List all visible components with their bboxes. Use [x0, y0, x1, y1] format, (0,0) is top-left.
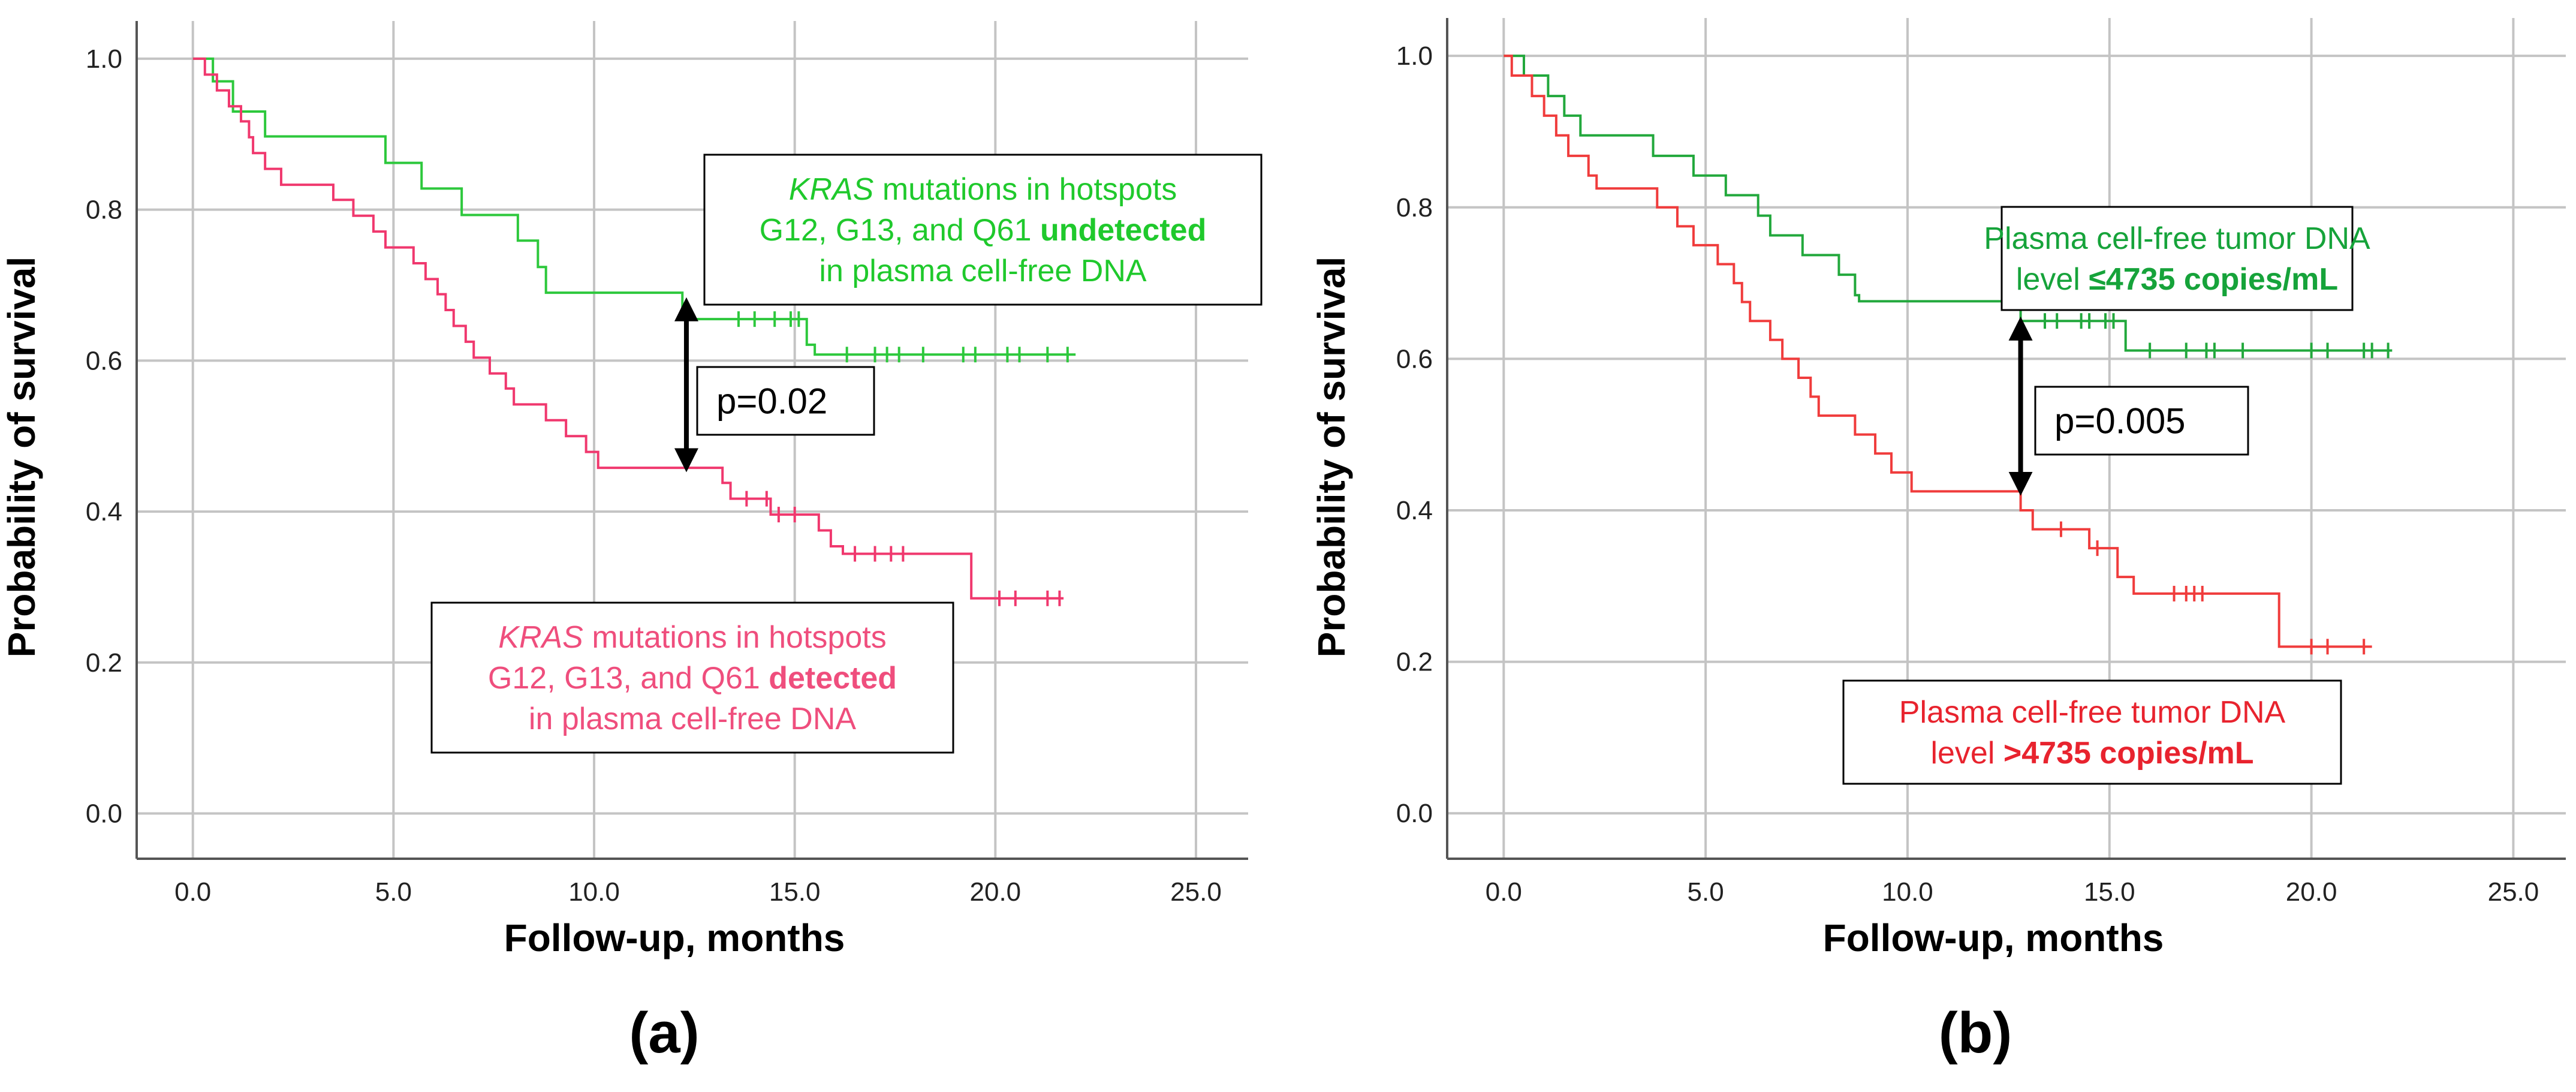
x-tick-label: 10.0 — [1882, 877, 1933, 907]
p-value-frame — [2034, 386, 2249, 456]
chart-panel-b: 0.0 0.2 0.4 0.6 0.8 1.0 0.0 5.0 10.0 15.0 20.0 25.… — [1310, 18, 2566, 1065]
y-tick-label: 0.6 — [1396, 344, 1433, 374]
survival-curves — [1504, 55, 2393, 655]
legend-line: KRAS mutations in hotspots — [498, 620, 886, 655]
x-tick-labels: 0.0 5.0 10.0 15.0 20.0 25.0 — [1486, 877, 2539, 907]
x-tick-label: 20.0 — [2286, 877, 2337, 907]
y-tick-label: 0.0 — [86, 799, 122, 828]
axes — [1446, 18, 2566, 860]
legend-text-segment: KRAS — [789, 172, 874, 207]
p-value: p=0.02 — [716, 381, 827, 422]
chart-panel-a: 0.0 0.2 0.4 0.6 0.8 1.0 0.0 5.0 10.0 15.0 20.0 25.… — [0, 21, 1263, 1065]
legend-text-segment: >4735 copies/mL — [2003, 736, 2254, 771]
legend-box-bottom-text: KRAS mutations in hotspots G12, G13, and … — [488, 620, 897, 736]
panel-label-b: (b) — [1939, 1001, 2012, 1065]
x-tick-label: 25.0 — [2488, 877, 2539, 907]
y-tick-label: 0.8 — [1396, 193, 1433, 222]
y-tick-label: 0.0 — [1396, 799, 1433, 828]
legend-line: in plasma cell-free DNA — [819, 254, 1146, 288]
x-tick-label: 25.0 — [1170, 877, 1222, 907]
x-tick-label: 15.0 — [2084, 877, 2135, 907]
survival-curves — [192, 57, 1076, 606]
x-tick-label: 5.0 — [1688, 877, 1724, 907]
legend-text-segment: level — [1930, 736, 2003, 771]
legend-text-segment: G12, G13, and Q61 — [488, 661, 769, 696]
legend-line: G12, G13, and Q61 detected — [488, 661, 897, 696]
y-tick-label: 1.0 — [86, 44, 122, 74]
legend-box-top: KRAS mutations in hotspots G12, G13, and … — [703, 154, 1263, 306]
legend-box-bottom-frame — [430, 601, 954, 754]
legend-text-segment: undetected — [1040, 213, 1206, 248]
legend-box-bottom-text: Plasma cell-free tumor DNA level >4735 co… — [1899, 695, 2286, 771]
legend-line: in plasma cell-free DNA — [529, 702, 856, 736]
legend-box-top-text: KRAS mutations in hotspots G12, G13, and … — [760, 172, 1207, 288]
legend-box-top-frame — [703, 154, 1263, 306]
y-tick-label: 0.8 — [86, 195, 122, 225]
p-value-box: p=0.02 — [696, 366, 875, 436]
gridlines — [1447, 18, 2566, 859]
legend-text-segment: G12, G13, and Q61 — [760, 213, 1040, 248]
x-axis-title: Follow-up, months — [504, 916, 845, 959]
legend-text-segment: KRAS — [498, 620, 583, 655]
legend-line: G12, G13, and Q61 undetected — [760, 213, 1207, 248]
x-tick-label: 15.0 — [769, 877, 821, 907]
y-tick-label: 0.4 — [1396, 496, 1433, 525]
legend-box-top-text: Plasma cell-free tumor DNA level ≤4735 co… — [1984, 221, 2370, 297]
legend-box-top-frame — [2000, 206, 2354, 311]
x-tick-labels: 0.0 5.0 10.0 15.0 20.0 25.0 — [174, 877, 1222, 907]
legend-text-segment: mutations in hotspots — [873, 172, 1177, 207]
legend-line: KRAS mutations in hotspots — [789, 172, 1177, 207]
legend-line: Plasma cell-free tumor DNA — [1984, 221, 2370, 256]
x-tick-label: 10.0 — [568, 877, 620, 907]
survival-curve-high — [1504, 55, 2372, 648]
x-tick-label: 20.0 — [970, 877, 1022, 907]
legend-line: level ≤4735 copies/mL — [2016, 262, 2338, 297]
panel-label-a: (a) — [629, 1001, 699, 1065]
x-axis-title: Follow-up, months — [1823, 916, 2164, 959]
y-tick-label: 0.2 — [1396, 648, 1433, 677]
legend-text-segment: in plasma cell-free DNA — [819, 254, 1146, 288]
y-axis-title: Probability of survival — [1310, 257, 1353, 658]
y-tick-label: 0.6 — [86, 346, 122, 375]
y-tick-label: 0.2 — [86, 648, 122, 678]
legend-line: level >4735 copies/mL — [1930, 736, 2253, 771]
legend-text-segment: in plasma cell-free DNA — [529, 702, 856, 736]
y-tick-labels: 0.0 0.2 0.4 0.6 0.8 1.0 — [86, 44, 122, 829]
legend-box-bottom: Plasma cell-free tumor DNA level >4735 co… — [1842, 679, 2342, 785]
x-tick-label: 5.0 — [375, 877, 412, 907]
legend-text-segment: level — [2016, 262, 2089, 297]
y-tick-label: 0.4 — [86, 497, 122, 527]
survival-curve-undetected — [192, 57, 1076, 356]
legend-text-segment: ≤4735 copies/mL — [2089, 262, 2338, 297]
legend-box-top: Plasma cell-free tumor DNA level ≤4735 co… — [1984, 206, 2370, 311]
legend-line: Plasma cell-free tumor DNA — [1899, 695, 2286, 730]
y-tick-labels: 0.0 0.2 0.4 0.6 0.8 1.0 — [1396, 41, 1433, 828]
p-value-frame — [696, 366, 875, 436]
survival-curve-detected — [192, 57, 1064, 600]
legend-box-bottom-frame — [1842, 679, 2342, 785]
legend-text-segment: mutations in hotspots — [583, 620, 887, 655]
p-value-box: p=0.005 — [2034, 386, 2249, 456]
legend-text-segment: Plasma cell-free tumor DNA — [1899, 695, 2286, 730]
y-tick-label: 1.0 — [1396, 41, 1433, 71]
legend-text-segment: Plasma cell-free tumor DNA — [1984, 221, 2370, 256]
survival-curve-low — [1504, 55, 2393, 352]
y-axis-title: Probability of survival — [0, 257, 43, 658]
legend-text-segment: detected — [769, 661, 897, 696]
legend-box-bottom: KRAS mutations in hotspots G12, G13, and … — [430, 601, 954, 754]
axes — [135, 21, 1248, 860]
x-tick-label: 0.0 — [1486, 877, 1522, 907]
x-tick-label: 0.0 — [174, 877, 211, 907]
p-value: p=0.005 — [2054, 401, 2186, 441]
